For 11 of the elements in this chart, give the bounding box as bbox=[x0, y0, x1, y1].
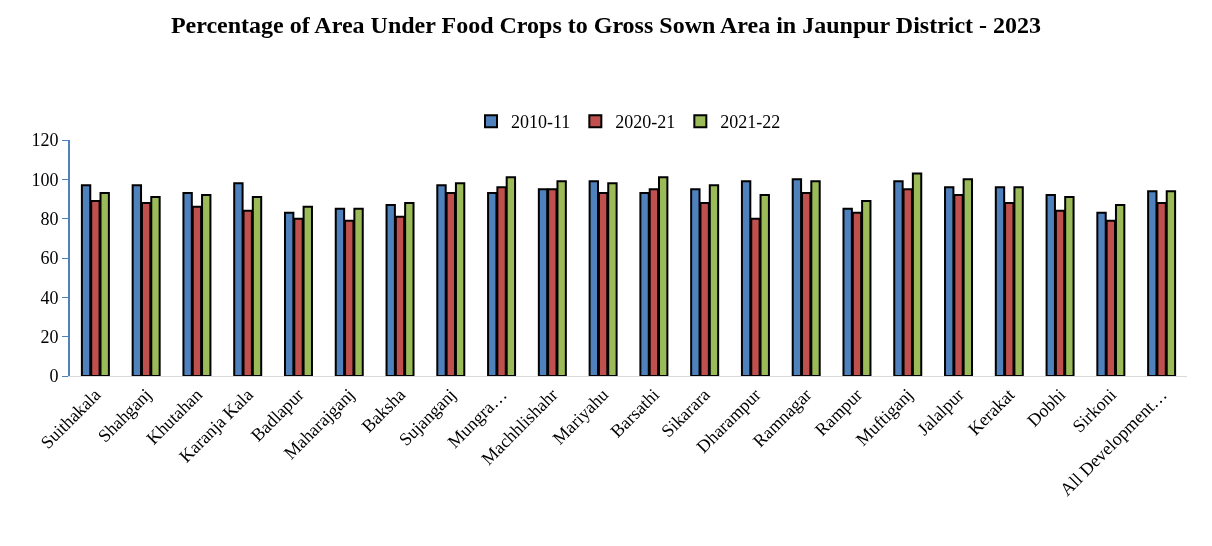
y-tick-label: 40 bbox=[40, 287, 59, 308]
legend-label: 2010-11 bbox=[511, 112, 571, 133]
y-tick-label: 100 bbox=[31, 169, 59, 190]
y-tick-label: 80 bbox=[40, 208, 59, 229]
legend-label: 2020-21 bbox=[615, 112, 676, 133]
y-tick-label: 120 bbox=[31, 130, 59, 151]
y-tick-label: 0 bbox=[49, 366, 59, 387]
y-tick-label: 60 bbox=[40, 248, 59, 269]
chart-title: Percentage of Area Under Food Crops to Gross Sown Area in Jaunpur District - 2023 bbox=[170, 12, 1042, 39]
legend-label: 2021-22 bbox=[720, 112, 781, 133]
y-tick-label: 20 bbox=[40, 326, 59, 347]
